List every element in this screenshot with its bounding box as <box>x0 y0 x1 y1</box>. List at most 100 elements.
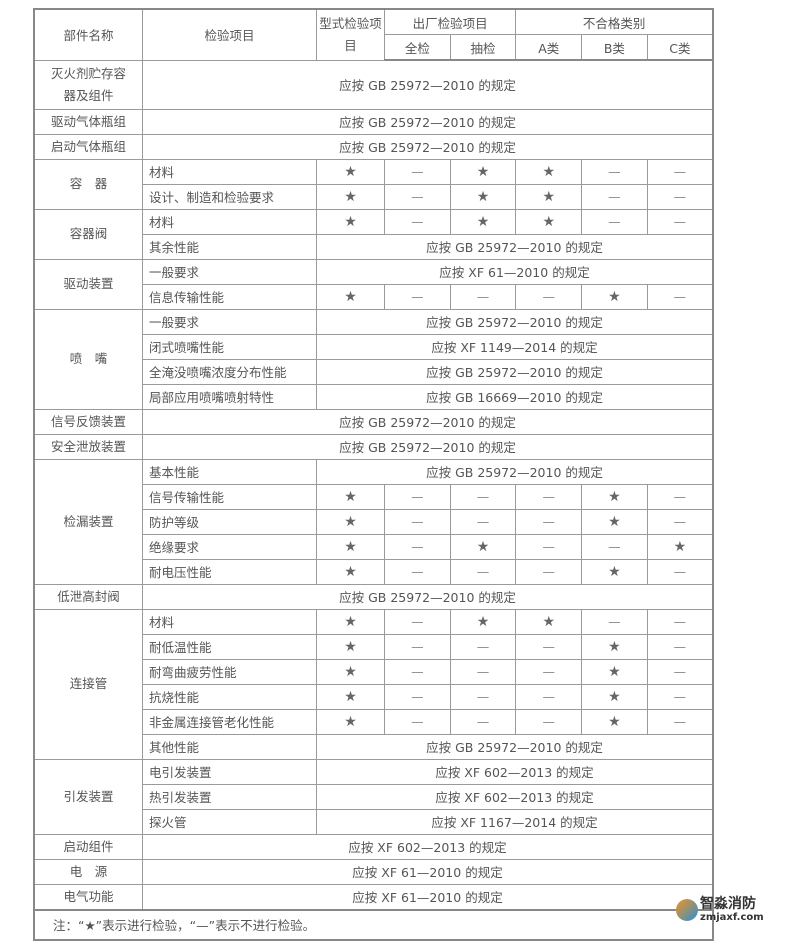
dash-mark: — <box>646 208 714 235</box>
table-row: 耐低温性能 ★ — — — ★ — <box>34 633 714 660</box>
star-mark: ★ <box>515 608 583 635</box>
inspection-item: 设计、制造和检验要求 <box>142 183 317 210</box>
dash-mark: — <box>581 208 648 235</box>
part-name: 灭火剂贮存容器及组件 <box>33 59 143 110</box>
dash-mark: — <box>515 533 583 560</box>
inspection-item: 一般要求 <box>142 258 317 285</box>
standard-reference: 应按 GB 25972—2010 的规定 <box>142 433 714 460</box>
table-row: 电气功能 应按 XF 61—2010 的规定 <box>33 883 714 910</box>
standard-reference: 应按 GB 25972—2010 的规定 <box>316 308 714 335</box>
header-factory-test: 出厂检验项目 <box>383 8 517 35</box>
star-mark: ★ <box>316 183 385 210</box>
part-name: 启动组件 <box>33 833 143 860</box>
dash-mark: — <box>581 608 648 635</box>
dash-mark: — <box>449 508 517 535</box>
star-mark: ★ <box>316 608 385 635</box>
part-name: 电气功能 <box>33 883 143 910</box>
table-row: 信号反馈装置 应按 GB 25972—2010 的规定 <box>33 408 714 435</box>
standard-reference: 应按 GB 25972—2010 的规定 <box>142 408 714 435</box>
star-mark: ★ <box>449 208 517 235</box>
dash-mark: — <box>449 658 517 685</box>
dash-mark: — <box>646 608 714 635</box>
header-class-a: A类 <box>515 34 583 61</box>
star-mark: ★ <box>581 558 648 585</box>
standard-reference: 应按 XF 61—2010 的规定 <box>316 258 714 285</box>
table-row: 检漏装置 基本性能 应按 GB 25972—2010 的规定 <box>33 458 714 585</box>
table-row: 其他性能 应按 GB 25972—2010 的规定 <box>34 733 714 760</box>
dash-mark: — <box>449 483 517 510</box>
dash-mark: — <box>646 558 714 585</box>
table-row: 连接管 材料 ★ — ★ ★ — — <box>33 608 714 760</box>
header-sample-check: 抽检 <box>449 34 517 61</box>
dash-mark: — <box>646 183 714 210</box>
dash-mark: — <box>384 608 451 635</box>
inspection-item: 非金属连接管老化性能 <box>142 708 317 735</box>
dash-mark: — <box>384 508 451 535</box>
standard-reference: 应按 GB 25972—2010 的规定 <box>142 108 714 135</box>
table-row: 驱动气体瓶组 应按 GB 25972—2010 的规定 <box>33 108 714 135</box>
dash-mark: — <box>646 633 714 660</box>
table-row: 低泄高封阀 应按 GB 25972—2010 的规定 <box>33 583 714 610</box>
table-row: 全淹没喷嘴浓度分布性能 应按 GB 25972—2010 的规定 <box>34 358 714 385</box>
footnote-row: 注：“★”表示进行检验，“—”表示不进行检验。 <box>33 908 714 940</box>
star-mark: ★ <box>449 183 517 210</box>
table-row: 耐电压性能 ★ — — — ★ — <box>34 558 714 585</box>
star-mark: ★ <box>515 158 583 185</box>
part-name: 引发装置 <box>33 758 143 835</box>
star-mark: ★ <box>581 283 648 310</box>
dash-mark: — <box>581 183 648 210</box>
dash-mark: — <box>449 283 517 310</box>
dash-mark: — <box>581 533 648 560</box>
dash-mark: — <box>449 683 517 710</box>
inspection-item: 探火管 <box>142 808 317 835</box>
inspection-item: 信息传输性能 <box>142 283 317 310</box>
dash-mark: — <box>646 683 714 710</box>
watermark: 智淼消防 zmjaxf.com <box>676 893 766 927</box>
dash-mark: — <box>515 558 583 585</box>
watermark-logo-icon <box>676 899 698 921</box>
standard-reference: 应按 XF 602—2013 的规定 <box>316 758 714 785</box>
inspection-item: 基本性能 <box>142 458 317 485</box>
dash-mark: — <box>646 708 714 735</box>
standard-reference: 应按 XF 61—2010 的规定 <box>142 858 714 885</box>
table-row: 信号传输性能 ★ — — — ★ — <box>34 483 714 510</box>
dash-mark: — <box>646 483 714 510</box>
inspection-item: 材料 <box>142 158 317 185</box>
star-mark: ★ <box>316 483 385 510</box>
standard-reference: 应按 GB 25972—2010 的规定 <box>142 583 714 610</box>
table-row: 容 器材料 ★ — ★ ★ — — <box>33 158 714 210</box>
standard-reference: 应按 GB 25972—2010 的规定 <box>316 458 714 485</box>
star-mark: ★ <box>316 708 385 735</box>
dash-mark: — <box>515 708 583 735</box>
star-mark: ★ <box>316 633 385 660</box>
star-mark: ★ <box>316 533 385 560</box>
dash-mark: — <box>646 508 714 535</box>
star-mark: ★ <box>581 683 648 710</box>
table-row: 喷 嘴一般要求 应按 GB 25972—2010 的规定 <box>33 308 714 410</box>
watermark-name: 智淼消防 <box>700 896 756 912</box>
standard-reference: 应按 XF 602—2013 的规定 <box>316 783 714 810</box>
standard-reference: 应按 GB 25972—2010 的规定 <box>142 59 714 110</box>
standard-reference: 应按 GB 25972—2010 的规定 <box>316 733 714 760</box>
table-row: 容器阀 材料 ★ — ★ ★ — — <box>33 208 714 260</box>
dash-mark: — <box>384 658 451 685</box>
inspection-item: 绝缘要求 <box>142 533 317 560</box>
inspection-item: 材料 <box>142 608 317 635</box>
inspection-item: 耐弯曲疲劳性能 <box>142 658 317 685</box>
inspection-item: 耐低温性能 <box>142 633 317 660</box>
inspection-item: 信号传输性能 <box>142 483 317 510</box>
star-mark: ★ <box>515 208 583 235</box>
inspection-item: 一般要求 <box>142 308 317 335</box>
dash-mark: — <box>384 158 451 185</box>
header-part-name: 部件名称 <box>33 8 143 61</box>
star-mark: ★ <box>515 183 583 210</box>
part-name: 启动气体瓶组 <box>33 133 143 160</box>
dash-mark: — <box>384 558 451 585</box>
standard-reference: 应按 XF 1149—2014 的规定 <box>316 333 714 360</box>
table-body: 灭火剂贮存容器及组件 应按 GB 25972—2010 的规定 驱动气体瓶组 应按 G… <box>33 59 714 940</box>
standard-reference: 应按 GB 25972—2010 的规定 <box>142 133 714 160</box>
part-name: 容器阀 <box>33 208 143 260</box>
part-name: 驱动气体瓶组 <box>33 108 143 135</box>
inspection-item: 抗烧性能 <box>142 683 317 710</box>
dash-mark: — <box>384 633 451 660</box>
